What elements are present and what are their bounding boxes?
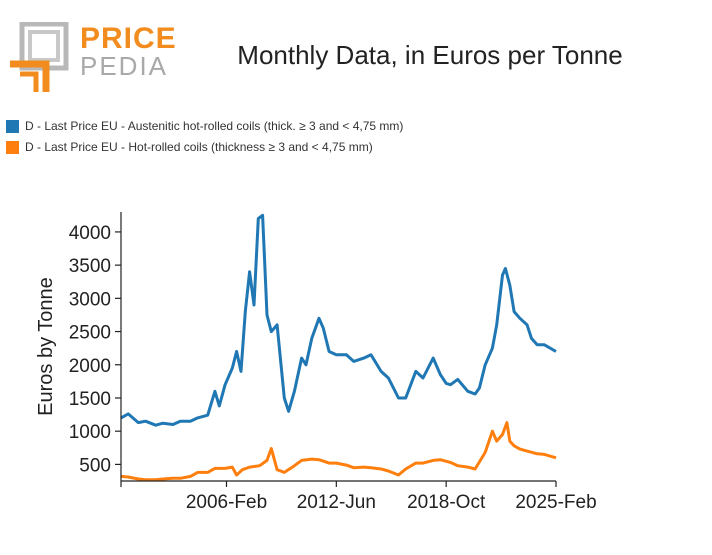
x-tick-label: 2012-Jun	[297, 492, 376, 513]
y-tick-label: 3500	[69, 256, 111, 277]
logo-word-price: PRICE	[80, 22, 177, 55]
plot-lines	[120, 213, 557, 482]
y-tick-label: 1000	[69, 422, 111, 443]
y-tick-label: 4000	[69, 223, 111, 244]
y-tick-label: 3000	[69, 289, 111, 310]
legend-entry-austenitic[interactable]: D - Last Price EU - Austenitic hot-rolle…	[6, 119, 403, 133]
y-tick-label: 2000	[69, 356, 111, 377]
x-axis: 2006-Feb 2012-Jun 2018-Oct 2025-Feb	[120, 480, 597, 513]
legend-entry-hot-rolled[interactable]: D - Last Price EU - Hot-rolled coils (th…	[6, 140, 373, 154]
x-tick-label: 2006-Feb	[186, 492, 267, 513]
legend-label-austenitic: D - Last Price EU - Austenitic hot-rolle…	[25, 119, 404, 133]
y-axis-title: Euros by Tonne	[35, 277, 57, 416]
series-line-0	[120, 213, 557, 427]
legend-swatch-austenitic	[6, 119, 19, 133]
x-tick-label: 2018-Oct	[407, 492, 486, 513]
logo-word-pedia: PEDIA	[80, 51, 169, 81]
y-tick-label: 2500	[69, 323, 111, 344]
y-tick-label: 500	[79, 455, 111, 476]
y-axis: 500 1000 1500 2000 2500 3000 3500 4000	[69, 212, 122, 481]
chart-title: Monthly Data, in Euros per Tonne	[237, 40, 623, 70]
pricepedia-logo: PRICE PEDIA	[8, 21, 176, 94]
logo-orange-corner-inner	[20, 71, 39, 92]
x-tick-label: 2025-Feb	[515, 492, 596, 513]
series-line-1	[120, 421, 557, 482]
legend-label-hot-rolled: D - Last Price EU - Hot-rolled coils (th…	[25, 140, 373, 154]
y-tick-label: 1500	[69, 389, 111, 410]
logo-grey-inner-square	[28, 30, 60, 62]
logo-orange-corner	[10, 60, 50, 92]
legend-swatch-hot-rolled	[6, 140, 19, 154]
logo-mark-icon	[10, 21, 69, 92]
